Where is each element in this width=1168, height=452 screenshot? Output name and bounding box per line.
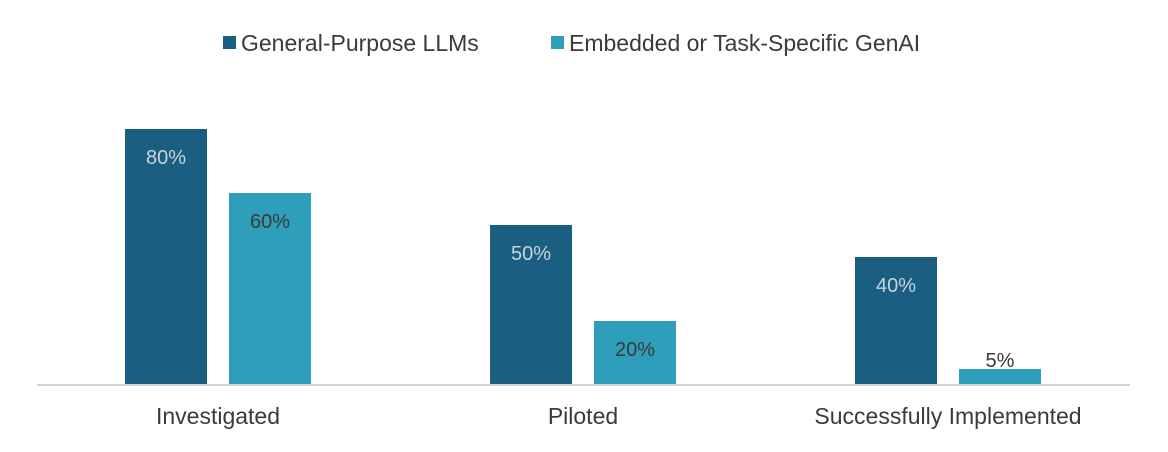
data-label-embedded-3: 5% [986, 350, 1015, 372]
legend-label-1: General-Purpose LLMs [241, 30, 479, 56]
category-label-1: Investigated [156, 403, 280, 429]
bar-general-purpose-2 [490, 225, 572, 385]
legend-label-2: Embedded or Task-Specific GenAI [569, 30, 920, 56]
legend: General-Purpose LLMs Embedded or Task-Spe… [223, 30, 920, 56]
bar-embedded-2 [594, 321, 676, 385]
legend-swatch-2 [551, 36, 564, 49]
data-label-embedded-2: 20% [615, 339, 655, 361]
bar-embedded-3 [959, 369, 1041, 385]
data-labels: 80% 60% 50% 20% 40% 5% [146, 147, 1015, 372]
data-label-general-purpose-1: 80% [146, 147, 186, 169]
data-label-embedded-1: 60% [250, 211, 290, 233]
bar-general-purpose-3 [855, 257, 937, 385]
bar-general-purpose-1 [125, 129, 207, 385]
category-labels: Investigated Piloted Successfully Implemen… [156, 403, 1082, 429]
category-label-3: Successfully Implemented [814, 403, 1081, 429]
category-label-2: Piloted [548, 403, 618, 429]
legend-swatch-1 [223, 36, 236, 49]
data-label-general-purpose-3: 40% [876, 275, 916, 297]
bar-embedded-1 [229, 193, 311, 385]
data-label-general-purpose-2: 50% [511, 243, 551, 265]
bars [125, 129, 1041, 385]
